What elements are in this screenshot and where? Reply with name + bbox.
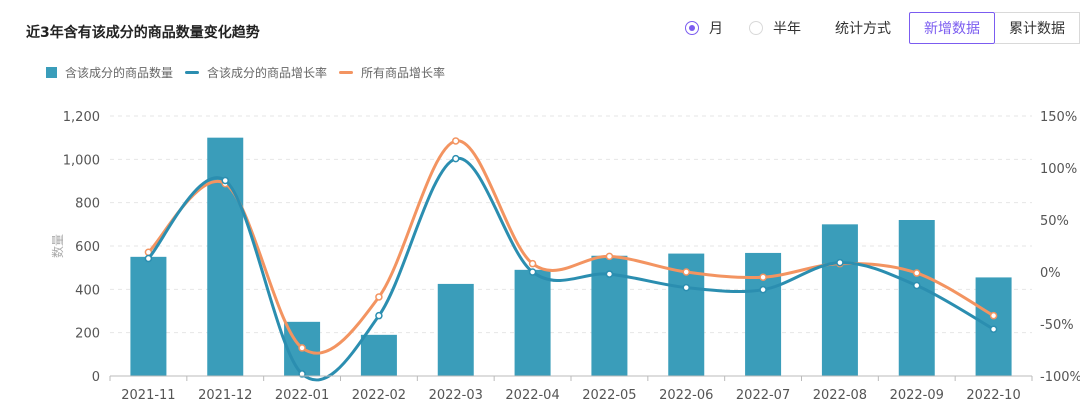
point-item-growth[interactable] bbox=[528, 268, 537, 276]
y-tick-label: 800 bbox=[75, 197, 100, 212]
legend-item-count[interactable]: 含该成分的商品数量 bbox=[46, 64, 173, 81]
legend-item-item-growth[interactable]: 含该成分的商品增长率 bbox=[185, 64, 327, 81]
y-tick-label: 200 bbox=[75, 327, 100, 342]
bar[interactable] bbox=[745, 252, 782, 376]
radio-month[interactable]: 月 bbox=[685, 18, 723, 38]
x-tick-label: 2022-02 bbox=[352, 388, 406, 403]
y-tick-label: 600 bbox=[75, 240, 100, 255]
y-tick-label: 1,200 bbox=[63, 110, 100, 125]
x-tick-label: 2022-06 bbox=[659, 388, 713, 403]
point-item-growth[interactable] bbox=[605, 270, 614, 278]
point-item-growth[interactable] bbox=[144, 254, 153, 263]
point-item-growth[interactable] bbox=[375, 311, 383, 320]
bar[interactable] bbox=[821, 224, 858, 376]
radio-month-indicator bbox=[685, 21, 699, 35]
x-tick-label: 2022-03 bbox=[429, 388, 483, 403]
line-item-growth[interactable] bbox=[147, 157, 995, 382]
chart-controls: 月 半年 统计方式 新增数据 累计数据 bbox=[685, 12, 1080, 44]
point-all-growth[interactable] bbox=[989, 311, 998, 320]
stat-mode-label: 统计方式 bbox=[835, 21, 891, 37]
legend-label-count: 含该成分的商品数量 bbox=[65, 66, 174, 80]
point-item-growth[interactable] bbox=[298, 370, 306, 378]
cumulative-data-button[interactable]: 累计数据 bbox=[995, 12, 1080, 44]
legend-swatch-all-growth bbox=[339, 71, 354, 74]
bar[interactable] bbox=[360, 334, 397, 376]
bar[interactable] bbox=[207, 137, 244, 376]
bar[interactable] bbox=[514, 269, 551, 376]
point-all-growth[interactable] bbox=[759, 273, 767, 281]
point-item-growth[interactable] bbox=[452, 154, 460, 163]
x-tick-label: 2022-09 bbox=[890, 388, 944, 403]
legend-item-all-growth[interactable]: 所有商品增长率 bbox=[339, 64, 445, 81]
point-all-growth[interactable] bbox=[682, 268, 690, 276]
point-all-growth[interactable] bbox=[452, 137, 460, 145]
point-item-growth[interactable] bbox=[989, 325, 998, 333]
radio-halfyear-label: 半年 bbox=[773, 21, 801, 37]
point-item-growth[interactable] bbox=[836, 258, 844, 267]
legend-label-all-growth: 所有商品增长率 bbox=[361, 66, 446, 80]
x-tick-label: 2022-05 bbox=[582, 388, 636, 403]
y-axis-title: 数量 bbox=[50, 234, 65, 258]
x-tick-label: 2021-12 bbox=[198, 388, 252, 403]
legend-label-item-growth: 含该成分的商品增长率 bbox=[207, 66, 328, 80]
y2-tick-label: -50% bbox=[1040, 318, 1074, 333]
point-all-growth[interactable] bbox=[913, 269, 921, 277]
radio-month-label: 月 bbox=[709, 21, 723, 37]
new-data-button[interactable]: 新增数据 bbox=[909, 12, 995, 44]
bar[interactable] bbox=[898, 220, 935, 376]
y-tick-label: 400 bbox=[75, 283, 100, 298]
point-item-growth[interactable] bbox=[221, 176, 229, 185]
y2-tick-label: -100% bbox=[1040, 370, 1080, 385]
y-tick-label: 0 bbox=[92, 370, 100, 385]
x-tick-label: 2022-08 bbox=[813, 388, 867, 403]
x-tick-label: 2022-07 bbox=[736, 388, 790, 403]
y2-tick-label: 150% bbox=[1040, 110, 1077, 125]
point-item-growth[interactable] bbox=[682, 283, 690, 292]
y2-tick-label: 50% bbox=[1040, 214, 1069, 229]
radio-halfyear[interactable]: 半年 bbox=[749, 18, 801, 38]
bar[interactable] bbox=[437, 283, 474, 376]
legend-swatch-item-growth bbox=[185, 71, 200, 74]
point-all-growth[interactable] bbox=[298, 344, 306, 352]
point-all-growth[interactable] bbox=[375, 293, 383, 301]
point-all-growth[interactable] bbox=[528, 259, 537, 268]
x-tick-label: 2021-11 bbox=[121, 388, 175, 403]
radio-halfyear-indicator bbox=[749, 21, 763, 35]
x-tick-label: 2022-01 bbox=[275, 388, 329, 403]
legend-swatch-count bbox=[46, 67, 57, 78]
point-item-growth[interactable] bbox=[913, 281, 921, 290]
line-all-growth[interactable] bbox=[147, 139, 995, 355]
bar[interactable] bbox=[130, 256, 167, 376]
y-tick-label: 1,000 bbox=[63, 153, 100, 168]
y2-tick-label: 100% bbox=[1040, 162, 1077, 177]
x-tick-label: 2022-10 bbox=[966, 388, 1020, 403]
chart-title: 近3年含有该成分的商品数量变化趋势 bbox=[26, 25, 260, 41]
x-tick-label: 2022-04 bbox=[505, 388, 559, 403]
chart-legend: 含该成分的商品数量 含该成分的商品增长率 所有商品增长率 bbox=[46, 64, 457, 81]
y2-tick-label: 0% bbox=[1040, 266, 1061, 281]
point-item-growth[interactable] bbox=[759, 285, 767, 294]
point-all-growth[interactable] bbox=[605, 252, 614, 261]
